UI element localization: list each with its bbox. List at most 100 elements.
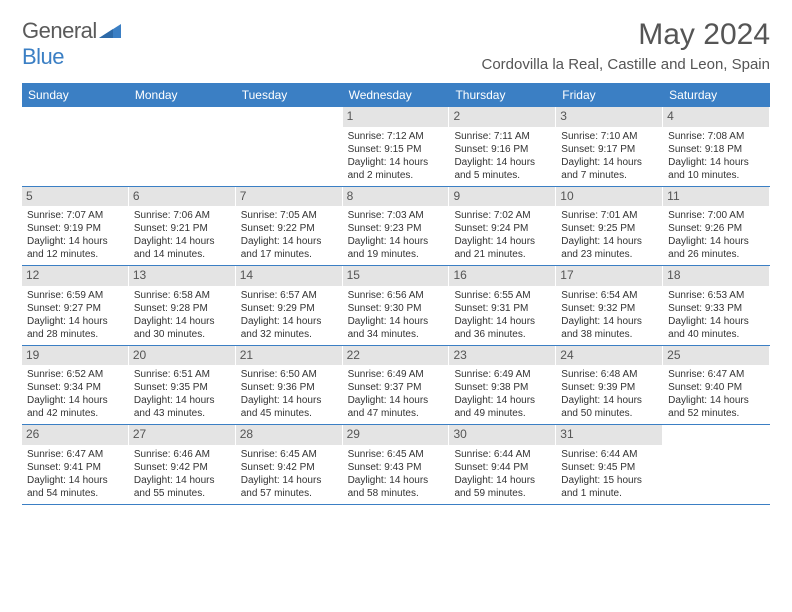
day-number: 16 — [449, 266, 555, 286]
daylight-line: Daylight: 14 hours and 57 minutes. — [241, 474, 337, 500]
day-cell: 26Sunrise: 6:47 AMSunset: 9:41 PMDayligh… — [22, 425, 129, 504]
daylight-line: Daylight: 14 hours and 42 minutes. — [27, 394, 123, 420]
day-number: 23 — [449, 346, 555, 366]
sunrise-line: Sunrise: 6:56 AM — [348, 289, 444, 302]
day-number: 28 — [236, 425, 342, 445]
day-header: Monday — [129, 83, 236, 107]
sunrise-line: Sunrise: 6:44 AM — [454, 448, 550, 461]
sunrise-line: Sunrise: 6:55 AM — [454, 289, 550, 302]
sunrise-line: Sunrise: 6:49 AM — [348, 368, 444, 381]
day-cell: 25Sunrise: 6:47 AMSunset: 9:40 PMDayligh… — [663, 346, 770, 425]
sunset-line: Sunset: 9:31 PM — [454, 302, 550, 315]
day-number: 17 — [556, 266, 662, 286]
calendar: SundayMondayTuesdayWednesdayThursdayFrid… — [22, 83, 770, 505]
sunset-line: Sunset: 9:28 PM — [134, 302, 230, 315]
sunset-line: Sunset: 9:22 PM — [241, 222, 337, 235]
sunset-line: Sunset: 9:27 PM — [27, 302, 123, 315]
day-cell: 21Sunrise: 6:50 AMSunset: 9:36 PMDayligh… — [236, 346, 343, 425]
day-number: 13 — [129, 266, 235, 286]
daylight-line: Daylight: 14 hours and 43 minutes. — [134, 394, 230, 420]
sunrise-line: Sunrise: 6:44 AM — [561, 448, 657, 461]
sunset-line: Sunset: 9:45 PM — [561, 461, 657, 474]
daylight-line: Daylight: 15 hours and 1 minute. — [561, 474, 657, 500]
daylight-line: Daylight: 14 hours and 45 minutes. — [241, 394, 337, 420]
daylight-line: Daylight: 14 hours and 32 minutes. — [241, 315, 337, 341]
sunrise-line: Sunrise: 6:47 AM — [668, 368, 764, 381]
sunrise-line: Sunrise: 6:59 AM — [27, 289, 123, 302]
day-cell: 7Sunrise: 7:05 AMSunset: 9:22 PMDaylight… — [236, 187, 343, 266]
sunrise-line: Sunrise: 6:47 AM — [27, 448, 123, 461]
sunset-line: Sunset: 9:25 PM — [561, 222, 657, 235]
day-cell: 5Sunrise: 7:07 AMSunset: 9:19 PMDaylight… — [22, 187, 129, 266]
daylight-line: Daylight: 14 hours and 38 minutes. — [561, 315, 657, 341]
logo-text-2: Blue — [22, 44, 64, 69]
day-cell: 30Sunrise: 6:44 AMSunset: 9:44 PMDayligh… — [449, 425, 556, 504]
day-cell — [22, 107, 129, 186]
day-number: 15 — [343, 266, 449, 286]
day-number: 21 — [236, 346, 342, 366]
day-number: 8 — [343, 187, 449, 207]
day-number: 19 — [22, 346, 128, 366]
sunset-line: Sunset: 9:36 PM — [241, 381, 337, 394]
sunrise-line: Sunrise: 7:03 AM — [348, 209, 444, 222]
sunset-line: Sunset: 9:17 PM — [561, 143, 657, 156]
sunset-line: Sunset: 9:29 PM — [241, 302, 337, 315]
day-cell: 12Sunrise: 6:59 AMSunset: 9:27 PMDayligh… — [22, 266, 129, 345]
sunset-line: Sunset: 9:39 PM — [561, 381, 657, 394]
day-header: Tuesday — [236, 83, 343, 107]
sunset-line: Sunset: 9:32 PM — [561, 302, 657, 315]
day-number: 26 — [22, 425, 128, 445]
day-cell: 1Sunrise: 7:12 AMSunset: 9:15 PMDaylight… — [343, 107, 450, 186]
sunrise-line: Sunrise: 6:48 AM — [561, 368, 657, 381]
sunrise-line: Sunrise: 7:07 AM — [27, 209, 123, 222]
day-number: 6 — [129, 187, 235, 207]
sunset-line: Sunset: 9:30 PM — [348, 302, 444, 315]
day-number: 18 — [663, 266, 769, 286]
week-row: 26 Sunrise: 6:47 AMSunset: 9:41 PM Dayligh… — [22, 425, 770, 505]
day-number: 10 — [556, 187, 662, 207]
sunrise-line: Sunrise: 7:10 AM — [561, 130, 657, 143]
sunrise-line: Sunrise: 7:06 AM — [134, 209, 230, 222]
day-cell: 22Sunrise: 6:49 AMSunset: 9:37 PMDayligh… — [343, 346, 450, 425]
daylight-line: Daylight: 14 hours and 58 minutes. — [348, 474, 444, 500]
daylight-line: Daylight: 14 hours and 19 minutes. — [348, 235, 444, 261]
day-number: 14 — [236, 266, 342, 286]
daylight-line: Daylight: 14 hours and 5 minutes. — [454, 156, 550, 182]
calendar-page: GeneralBlue May 2024 Cordovilla la Real,… — [0, 0, 792, 515]
day-number: 4 — [663, 107, 769, 127]
day-cell: 17 Sunrise: 6:54 AMSunset: 9:32 PMDayligh… — [556, 266, 663, 345]
daylight-line: Daylight: 14 hours and 50 minutes. — [561, 394, 657, 420]
sunset-line: Sunset: 9:41 PM — [27, 461, 123, 474]
day-number: 20 — [129, 346, 235, 366]
sunset-line: Sunset: 9:38 PM — [454, 381, 550, 394]
week-row: 19Sunrise: 6:52 AMSunset: 9:34 PMDayligh… — [22, 346, 770, 426]
day-cell: 29 Sunrise: 6:45 AMSunset: 9:43 PMDayligh… — [343, 425, 450, 504]
daylight-line: Daylight: 14 hours and 26 minutes. — [668, 235, 764, 261]
sunrise-line: Sunrise: 6:45 AM — [348, 448, 444, 461]
day-number: 29 — [343, 425, 449, 445]
day-number: 30 — [449, 425, 555, 445]
sunrise-line: Sunrise: 6:52 AM — [27, 368, 123, 381]
sunrise-line: Sunrise: 7:08 AM — [668, 130, 764, 143]
sunset-line: Sunset: 9:43 PM — [348, 461, 444, 474]
day-cell: 15Sunrise: 6:56 AMSunset: 9:30 PMDayligh… — [343, 266, 450, 345]
sunrise-line: Sunrise: 6:54 AM — [561, 289, 657, 302]
sunset-line: Sunset: 9:40 PM — [668, 381, 764, 394]
sunset-line: Sunset: 9:18 PM — [668, 143, 764, 156]
sunrise-line: Sunrise: 7:02 AM — [454, 209, 550, 222]
sunset-line: Sunset: 9:15 PM — [348, 143, 444, 156]
day-cell: 3Sunrise: 7:10 AMSunset: 9:17 PMDaylight… — [556, 107, 663, 186]
week-row: 5Sunrise: 7:07 AMSunset: 9:19 PMDaylight… — [22, 187, 770, 267]
month-title: May 2024 — [481, 18, 770, 52]
day-cell — [129, 107, 236, 186]
day-cell: 2Sunrise: 7:11 AMSunset: 9:16 PMDaylight… — [449, 107, 556, 186]
title-block: May 2024 Cordovilla la Real, Castille an… — [481, 18, 770, 77]
sunrise-line: Sunrise: 6:49 AM — [454, 368, 550, 381]
day-header: Thursday — [449, 83, 556, 107]
sunrise-line: Sunrise: 6:57 AM — [241, 289, 337, 302]
daylight-line: Daylight: 14 hours and 10 minutes. — [668, 156, 764, 182]
day-cell: 23Sunrise: 6:49 AMSunset: 9:38 PMDayligh… — [449, 346, 556, 425]
sunset-line: Sunset: 9:19 PM — [27, 222, 123, 235]
sunset-line: Sunset: 9:16 PM — [454, 143, 550, 156]
day-header: Wednesday — [343, 83, 450, 107]
